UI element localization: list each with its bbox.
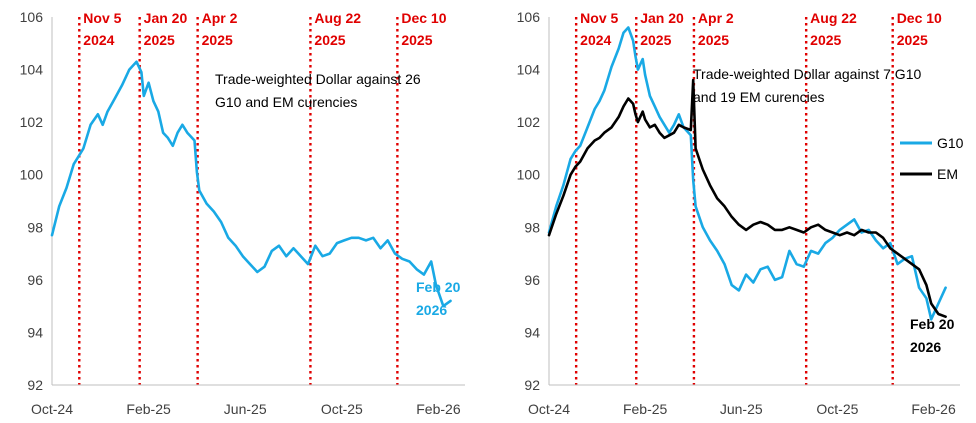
left-event-label: Jan 20 [144,10,188,26]
event-labels-left: Nov 5 2024 Jan 20 2025 Apr 2 2025 Aug 22 2025 De… [83,10,446,48]
right-event-year: 2025 [810,32,841,48]
right-event-label: Aug 22 [810,10,857,26]
left-event-label: Apr 2 [202,10,238,26]
event-labels-right: Nov 5 2024 Jan 20 2025 Apr 2 2025 Aug 22 2025 De… [580,10,942,48]
left-event-year: 2025 [144,32,175,48]
chart-left: Nov 5 2024 Jan 20 2025 Apr 2 2025 Aug 22 2025 De… [20,9,465,417]
right-event-label: Dec 10 [897,10,942,26]
right-x-tick-label: Feb-26 [911,401,956,417]
left-x-tick-labels: Oct-24 Feb-25 Jun-25 Oct-25 Feb-26 [31,401,461,417]
right-y-tick-label: 102 [517,114,541,130]
right-annotation-line-1: Trade-weighted Dollar against 7 G10 [693,66,921,82]
event-lines-left [78,17,399,385]
right-x-tick-label: Oct-24 [528,401,570,417]
left-y-tick-label: 104 [20,62,44,78]
left-y-tick-label: 100 [20,167,44,183]
left-end-label-line-2: 2026 [416,302,447,318]
left-y-tick-label: 96 [27,272,43,288]
left-x-tick-label: Feb-25 [126,401,171,417]
left-y-tick-label: 92 [27,377,43,393]
legend-label-em: EM [937,166,958,182]
left-x-tick-label: Jun-25 [224,401,267,417]
right-y-tick-label: 106 [517,9,541,25]
left-event-label: Dec 10 [401,10,446,26]
right-y-tick-label: 96 [524,272,540,288]
right-y-tick-label: 104 [517,62,541,78]
chart-right: Nov 5 2024 Jan 20 2025 Apr 2 2025 Aug 22 2025 De… [517,9,964,417]
left-x-tick-label: Oct-24 [31,401,73,417]
right-y-tick-label: 92 [524,377,540,393]
right-event-label: Jan 20 [640,10,684,26]
legend-label-g10: G10 [937,135,964,151]
right-x-tick-labels: Oct-24 Feb-25 Jun-25 Oct-25 Feb-26 [528,401,956,417]
left-y-tick-label: 106 [20,9,44,25]
right-x-tick-label: Feb-25 [623,401,668,417]
left-event-year: 2024 [83,32,114,48]
left-end-label-line-1: Feb 20 [416,279,461,295]
right-event-year: 2025 [640,32,671,48]
right-end-label-line-2: 2026 [910,339,941,355]
left-series-lines [50,60,452,308]
right-x-tick-label: Jun-25 [720,401,763,417]
right-event-label: Apr 2 [698,10,734,26]
left-event-year: 2025 [314,32,345,48]
right-series-lines [547,26,947,321]
right-y-tick-label: 98 [524,219,540,235]
left-annotation-line-1: Trade-weighted Dollar against 26 [215,71,421,87]
right-x-tick-label: Oct-25 [816,401,858,417]
left-x-tick-label: Oct-25 [321,401,363,417]
left-series-line-trade-weighted-dollar [50,60,452,308]
right-y-tick-label: 100 [517,167,541,183]
right-y-tick-label: 94 [524,324,540,340]
left-annotation-line-2: G10 and EM curencies [215,94,357,110]
right-end-label-line-1: Feb 20 [910,316,955,332]
event-lines-right [574,17,894,385]
right-event-year: 2025 [698,32,729,48]
left-event-label: Nov 5 [83,10,121,26]
right-y-tick-labels: 92 94 96 98 100 102 104 106 [517,9,541,393]
legend: G10 EM [900,135,964,182]
left-event-year: 2025 [202,32,233,48]
right-annotation-line-2: and 19 EM curencies [693,89,825,105]
left-y-tick-label: 94 [27,324,43,340]
right-event-year: 2025 [897,32,928,48]
left-y-tick-labels: 92 94 96 98 100 102 104 106 [20,9,44,393]
right-event-label: Nov 5 [580,10,618,26]
right-series-line-em [547,78,947,319]
left-event-label: Aug 22 [314,10,361,26]
right-event-year: 2024 [580,32,611,48]
left-y-tick-label: 98 [27,219,43,235]
left-event-year: 2025 [401,32,432,48]
left-y-tick-label: 102 [20,114,44,130]
left-x-tick-label: Feb-26 [416,401,461,417]
